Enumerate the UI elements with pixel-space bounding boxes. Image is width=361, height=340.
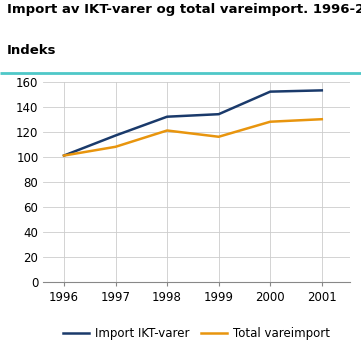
Total vareimport — [113, 145, 118, 149]
Import IKT-varer — [217, 112, 221, 116]
Total vareimport — [62, 154, 66, 158]
Total vareimport — [268, 120, 273, 124]
Line: Import IKT-varer: Import IKT-varer — [64, 90, 322, 156]
Import IKT-varer — [113, 134, 118, 138]
Text: Import av IKT-varer og total vareimport. 1996-2001.: Import av IKT-varer og total vareimport.… — [7, 3, 361, 16]
Import IKT-varer — [62, 154, 66, 158]
Import IKT-varer — [165, 115, 169, 119]
Text: Indeks: Indeks — [7, 44, 57, 57]
Line: Total vareimport: Total vareimport — [64, 119, 322, 156]
Import IKT-varer — [319, 88, 324, 92]
Total vareimport — [217, 135, 221, 139]
Legend: Import IKT-varer, Total vareimport: Import IKT-varer, Total vareimport — [58, 322, 335, 340]
Total vareimport — [165, 129, 169, 133]
Total vareimport — [319, 117, 324, 121]
Import IKT-varer — [268, 89, 273, 94]
